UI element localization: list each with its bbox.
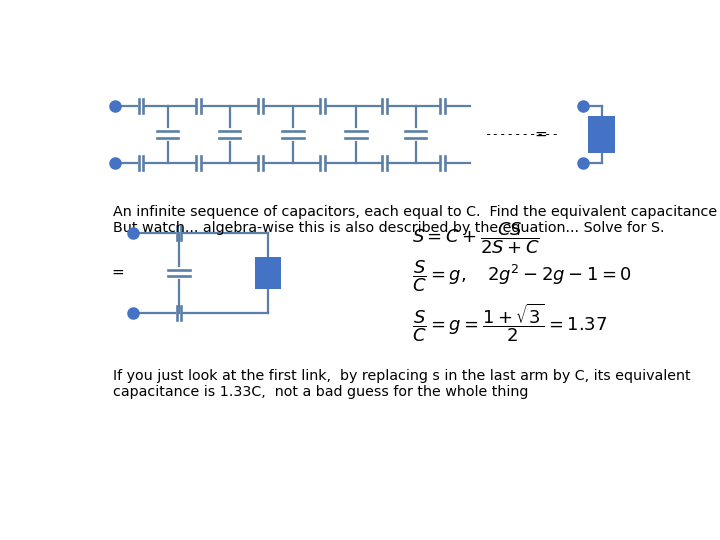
Text: =: = (112, 265, 125, 280)
Text: =: = (535, 126, 547, 141)
Text: ----------: ---------- (485, 127, 560, 140)
Text: An infinite sequence of capacitors, each equal to C.  Find the equivalent capaci: An infinite sequence of capacitors, each… (113, 205, 720, 219)
Bar (588, 116, 616, 153)
Text: $\dfrac{S}{C} = g, \quad 2g^2 - 2g - 1 = 0$: $\dfrac{S}{C} = g, \quad 2g^2 - 2g - 1 =… (412, 259, 631, 294)
Text: $\dfrac{S}{C} = g = \dfrac{1+\sqrt{3}}{2} = 1.37$: $\dfrac{S}{C} = g = \dfrac{1+\sqrt{3}}{2… (412, 301, 607, 344)
Text: If you just look at the first link,  by replacing s in the last arm by C, its eq: If you just look at the first link, by r… (113, 369, 691, 383)
Bar (255, 256, 282, 289)
Text: capacitance is 1.33C,  not a bad guess for the whole thing: capacitance is 1.33C, not a bad guess fo… (113, 385, 528, 399)
Text: But watch... algebra-wise this is also described by the equation... Solve for S.: But watch... algebra-wise this is also d… (113, 221, 665, 235)
Text: $S = C + \dfrac{CS}{2S+C}$: $S = C + \dfrac{CS}{2S+C}$ (412, 220, 539, 256)
